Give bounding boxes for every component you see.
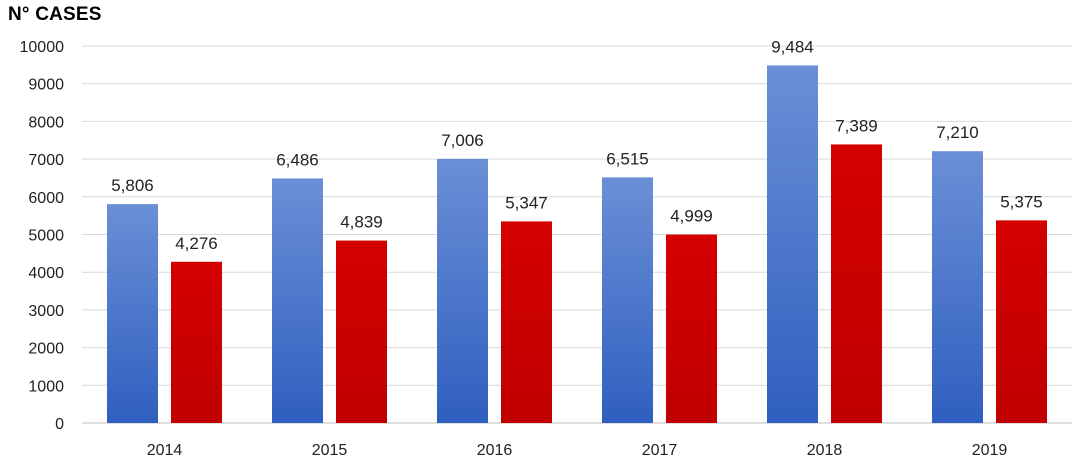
y-tick-label: 5000 — [28, 228, 64, 245]
y-tick-label: 1000 — [28, 378, 64, 395]
x-axis: 2014 2015 2016 2017 2018 2019 — [147, 442, 1008, 459]
y-tick-label: 4000 — [28, 265, 64, 282]
data-label: 5,347 — [505, 193, 548, 212]
data-label: 7,210 — [936, 123, 979, 142]
y-axis: 0 1000 2000 3000 4000 5000 6000 7000 8000 9000 100… — [20, 39, 65, 433]
data-label: 7,389 — [835, 116, 878, 135]
data-label: 4,276 — [175, 234, 218, 253]
data-label: 4,839 — [340, 213, 383, 232]
bar-series-2 — [336, 240, 387, 423]
bar-series-2 — [831, 144, 882, 423]
y-tick-label: 2000 — [28, 341, 64, 358]
data-label: 6,486 — [276, 150, 319, 169]
y-tick-label: 8000 — [28, 114, 64, 131]
data-label: 4,999 — [670, 207, 713, 226]
bar-series-2 — [501, 221, 552, 423]
data-label: 6,515 — [606, 149, 649, 168]
x-tick-label: 2019 — [972, 442, 1008, 459]
y-tick-label: 0 — [55, 416, 64, 433]
x-tick-label: 2015 — [312, 442, 348, 459]
data-labels: 5,806 4,276 6,486 4,839 7,006 5,347 6,515 4,999… — [111, 37, 1043, 252]
data-label: 5,375 — [1000, 192, 1043, 211]
data-label: 7,006 — [441, 131, 484, 150]
data-label: 5,806 — [111, 176, 154, 195]
bar-series-1 — [272, 178, 323, 423]
bar-series-1 — [437, 158, 488, 424]
y-tick-label: 3000 — [28, 303, 64, 320]
y-tick-label: 10000 — [20, 39, 65, 56]
x-tick-label: 2014 — [147, 442, 183, 459]
x-tick-label: 2016 — [477, 442, 513, 459]
bar-series-2 — [996, 220, 1047, 423]
chart-title: N° CASES — [8, 4, 102, 25]
bar-series-1 — [932, 151, 983, 424]
bar-series-1 — [602, 177, 653, 423]
bar-series-2 — [171, 261, 222, 423]
x-tick-label: 2017 — [642, 442, 678, 459]
y-tick-label: 7000 — [28, 152, 64, 169]
bar-series-1 — [767, 65, 818, 424]
gridlines — [82, 45, 1072, 424]
x-tick-label: 2018 — [807, 442, 843, 459]
bars — [107, 65, 1047, 424]
y-tick-label: 9000 — [28, 77, 64, 94]
data-label: 9,484 — [771, 37, 814, 56]
y-tick-label: 6000 — [28, 190, 64, 207]
bar-series-1 — [107, 204, 158, 423]
bar-series-2 — [666, 234, 717, 423]
